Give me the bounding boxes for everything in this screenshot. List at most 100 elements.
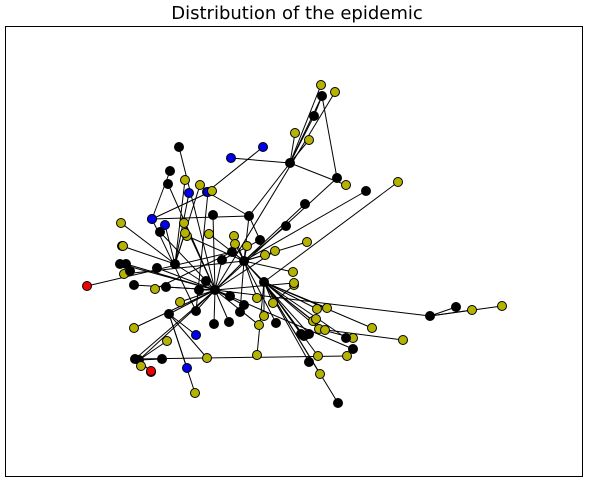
- network-node-susceptible: [211, 286, 220, 295]
- network-node-exposed: [343, 352, 352, 361]
- network-edge: [430, 306, 502, 316]
- network-node-exposed: [313, 305, 322, 314]
- network-edge: [214, 290, 215, 324]
- network-node-exposed: [394, 178, 403, 187]
- network-node-exposed: [163, 337, 172, 346]
- network-node-susceptible: [301, 200, 310, 209]
- network-node-exposed: [312, 315, 321, 324]
- network-node-exposed: [271, 247, 280, 256]
- network-node-exposed: [290, 279, 299, 288]
- network-node-exposed: [368, 324, 377, 333]
- network-edge: [134, 290, 215, 328]
- network-node-exposed: [468, 306, 477, 315]
- network-node-susceptible: [452, 303, 461, 312]
- network-edge: [215, 92, 335, 290]
- network-node-susceptible: [202, 277, 211, 286]
- network-node-susceptible: [245, 212, 254, 221]
- network-node-susceptible: [362, 187, 371, 196]
- network-node-infectious: [192, 331, 201, 340]
- network-node-susceptible: [334, 399, 343, 408]
- network-node-exposed: [255, 321, 264, 330]
- network-edge: [319, 329, 403, 340]
- network-edge: [215, 290, 259, 325]
- network-node-susceptible: [282, 222, 291, 231]
- network-node-susceptible: [225, 318, 234, 327]
- network-node-susceptible: [426, 312, 435, 321]
- network-node-susceptible: [260, 278, 269, 287]
- network-node-exposed: [151, 285, 160, 294]
- network-node-susceptible: [165, 310, 174, 319]
- network-node-exposed: [191, 389, 200, 398]
- network-node-susceptible: [310, 112, 319, 121]
- network-node-exposed: [137, 362, 146, 371]
- network-node-infectious: [183, 364, 192, 373]
- network-node-susceptible: [158, 355, 167, 364]
- network-edge: [169, 314, 195, 393]
- network-node-exposed: [498, 302, 507, 311]
- network-node-infectious: [185, 189, 194, 198]
- network-node-susceptible: [256, 236, 265, 245]
- network-node-susceptible: [228, 248, 237, 257]
- network-node-exposed: [321, 326, 330, 335]
- network-edge: [290, 85, 321, 163]
- network-node-exposed: [181, 229, 190, 238]
- network-node-susceptible: [192, 307, 201, 316]
- network-node-dead: [83, 282, 92, 291]
- network-node-exposed: [253, 351, 262, 360]
- network-node-susceptible: [226, 292, 235, 301]
- network-node-exposed: [253, 294, 262, 303]
- network-node-susceptible: [116, 260, 125, 269]
- network-edge: [244, 216, 249, 261]
- network-node-susceptible: [156, 228, 165, 237]
- network-node-exposed: [208, 187, 217, 196]
- network-edge: [169, 314, 207, 358]
- network-node-susceptible: [175, 143, 184, 152]
- network-node-exposed: [323, 304, 332, 313]
- network-node-susceptible: [164, 180, 173, 189]
- network-node-exposed: [399, 336, 408, 345]
- network-node-susceptible: [333, 174, 342, 183]
- network-node-exposed: [196, 181, 205, 190]
- network-node-susceptible: [240, 301, 249, 310]
- network-node-susceptible: [286, 159, 295, 168]
- network-edge: [264, 182, 398, 282]
- network-edge: [207, 147, 263, 192]
- network-node-susceptible: [209, 211, 218, 220]
- network-node-susceptible: [210, 320, 219, 329]
- network-node-exposed: [303, 238, 312, 247]
- network-edge: [213, 215, 215, 290]
- network-node-susceptible: [297, 330, 306, 339]
- network-node-exposed: [205, 230, 214, 239]
- network-node-exposed: [317, 81, 326, 90]
- network-node-exposed: [181, 176, 190, 185]
- network-node-susceptible: [166, 167, 175, 176]
- network-node-exposed: [305, 136, 314, 145]
- network-node-susceptible: [195, 286, 204, 295]
- network-node-dead: [147, 367, 156, 376]
- network-node-susceptible: [153, 264, 162, 273]
- network-node-susceptible: [171, 260, 180, 269]
- network-node-exposed: [260, 312, 269, 321]
- network-node-exposed: [176, 298, 185, 307]
- network-node-exposed: [130, 324, 139, 333]
- network-edge: [249, 163, 290, 216]
- network-node-exposed: [316, 370, 325, 379]
- network-node-exposed: [289, 268, 298, 277]
- network-node-exposed: [203, 354, 212, 363]
- network-node-susceptible: [162, 283, 171, 292]
- network-node-exposed: [269, 299, 278, 308]
- network-node-exposed: [331, 88, 340, 97]
- network-node-susceptible: [318, 92, 327, 101]
- network-edge: [152, 216, 249, 219]
- network-node-exposed: [261, 251, 270, 260]
- network-node-exposed: [119, 242, 128, 251]
- network-node-susceptible: [272, 319, 281, 328]
- network-node-exposed: [291, 129, 300, 138]
- network-node-susceptible: [305, 358, 314, 367]
- network-node-susceptible: [126, 267, 135, 276]
- network-node-exposed: [180, 219, 189, 228]
- network-node-infectious: [148, 215, 157, 224]
- network-node-infectious: [259, 143, 268, 152]
- network-node-exposed: [243, 242, 252, 251]
